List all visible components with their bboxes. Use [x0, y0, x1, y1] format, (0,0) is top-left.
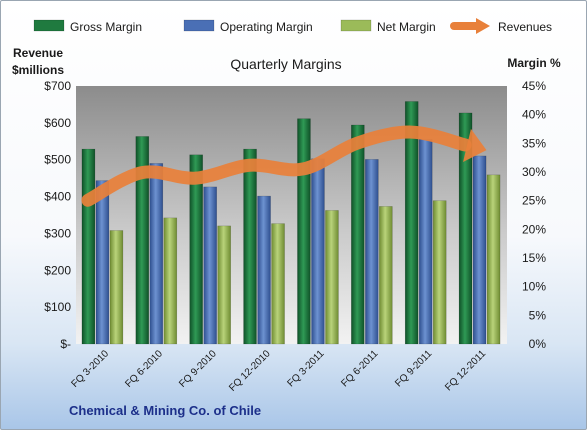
legend-label: Revenues [498, 20, 552, 34]
bar-gross-margin [297, 118, 311, 345]
legend-swatch-operating-margin [183, 19, 215, 32]
x-category-label: FQ 12-2011 [443, 348, 488, 393]
legend-swatch-gross-margin [33, 19, 65, 32]
y-left-tick: $200 [44, 263, 71, 277]
bar-net-margin [271, 223, 285, 345]
bar-operating-margin [365, 159, 379, 345]
y-right-tick: 20% [522, 222, 546, 236]
y-right-tick: 30% [522, 165, 546, 179]
legend-swatch-revenues-arrow [476, 18, 490, 34]
x-category-label: FQ 9-2011 [393, 348, 434, 389]
y-right-tick: 5% [529, 308, 547, 322]
legend: Gross Margin Operating Margin Net Margin Re… [33, 18, 552, 34]
legend-swatch-net-margin [340, 19, 372, 32]
x-category-label: FQ 12-2010 [227, 348, 273, 394]
y-left-tick: $700 [44, 79, 71, 93]
y-left-label-line1: Revenue [13, 46, 63, 60]
y-left-tick: $100 [44, 300, 71, 314]
bar-net-margin [325, 210, 339, 345]
bar-net-margin [379, 206, 393, 345]
x-category-label: FQ 6-2010 [123, 348, 165, 390]
bar-net-margin [109, 230, 124, 345]
legend-label: Gross Margin [70, 20, 142, 34]
y-left-tick: $- [60, 337, 71, 351]
bar-net-margin [486, 174, 501, 345]
revenue-line [81, 125, 487, 207]
bar-net-margin [163, 217, 178, 345]
bars [81, 101, 501, 345]
y-right-tick: 40% [522, 108, 546, 122]
bar-operating-margin [95, 180, 110, 345]
legend-label: Operating Margin [220, 20, 313, 34]
legend-label: Net Margin [377, 20, 436, 34]
y-right-ticks: 45% 40% 35% 30% 25% 20% 15% 10% 5% 0% [522, 79, 546, 351]
bar-net-margin [217, 225, 231, 345]
bar-operating-margin [418, 139, 433, 345]
bar-operating-margin [203, 186, 217, 345]
y-right-label: Margin % [507, 56, 561, 70]
bar-gross-margin [243, 148, 257, 345]
y-left-ticks: $700 $600 $500 $400 $300 $200 $100 $- [44, 79, 71, 351]
chart-title: Quarterly Margins [230, 56, 341, 72]
bar-gross-margin [135, 136, 150, 345]
y-right-tick: 35% [522, 136, 546, 150]
x-category-label: FQ 3-2010 [69, 348, 111, 390]
y-left-tick: $400 [44, 190, 71, 204]
x-category-labels: FQ 3-2010 FQ 6-2010 FQ 9-2010 FQ 12-2010 FQ … [69, 348, 488, 394]
bar-gross-margin [351, 124, 365, 345]
bar-operating-margin [257, 195, 271, 345]
y-left-tick: $600 [44, 116, 71, 130]
bar-operating-margin [311, 158, 325, 345]
bar-gross-margin [189, 154, 203, 345]
y-left-tick: $500 [44, 153, 71, 167]
y-left-label-line2: $millions [12, 63, 64, 77]
y-right-tick: 25% [522, 194, 546, 208]
bar-operating-margin [472, 155, 487, 345]
bar-gross-margin [404, 101, 419, 345]
x-category-label: FQ 9-2010 [177, 348, 219, 390]
y-right-tick: 10% [522, 280, 546, 294]
bar-net-margin [432, 200, 447, 345]
bar-gross-margin [458, 112, 473, 345]
x-category-label: FQ 3-2011 [286, 348, 327, 389]
y-right-tick: 15% [522, 251, 546, 265]
company-name: Chemical & Mining Co. of Chile [69, 403, 262, 418]
revenue-line-path [81, 125, 472, 207]
y-left-tick: $300 [44, 226, 71, 240]
bar-operating-margin [149, 163, 164, 345]
y-right-tick: 45% [522, 79, 546, 93]
x-category-label: FQ 6-2011 [339, 348, 380, 389]
bar-gross-margin [81, 148, 96, 345]
y-right-tick: 0% [529, 337, 547, 351]
revenue-arrow-head [463, 128, 487, 162]
